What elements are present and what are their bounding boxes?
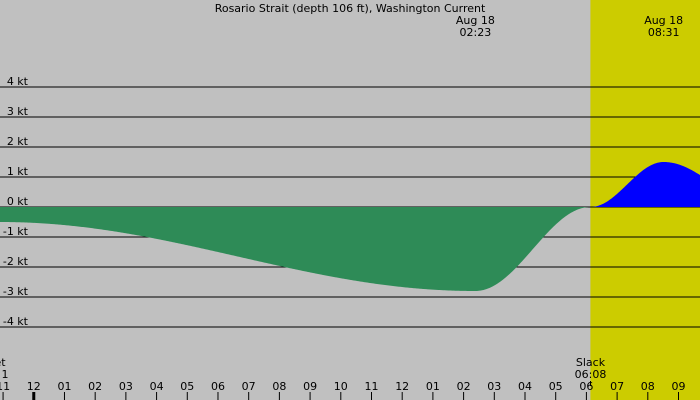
peak-time-label: 08:31	[648, 26, 680, 39]
x-tick-label: 06	[211, 380, 225, 393]
x-tick-label: 11	[364, 380, 378, 393]
peak-date-label: Aug 18	[456, 14, 495, 27]
y-tick-label: -4 kt	[3, 315, 29, 328]
x-tick-label: 01	[426, 380, 440, 393]
x-tick-label: 09	[303, 380, 317, 393]
chart-title: Rosario Strait (depth 106 ft), Washingto…	[215, 2, 486, 15]
peak-time-label: 02:23	[460, 26, 492, 39]
x-tick-label: 03	[119, 380, 133, 393]
x-tick-label: 01	[57, 380, 71, 393]
x-tick-label: 12	[27, 380, 41, 393]
event-time-label: 06:08	[575, 368, 607, 381]
x-tick-label: 08	[272, 380, 286, 393]
x-tick-label: 03	[487, 380, 501, 393]
ebb-current-area	[0, 207, 700, 291]
x-tick-label: 12	[395, 380, 409, 393]
x-tick-label: 02	[457, 380, 471, 393]
y-tick-label: 4 kt	[7, 75, 29, 88]
x-tick-label: 07	[242, 380, 256, 393]
event-time-label: 1	[2, 368, 9, 381]
event-label: Slack	[576, 356, 606, 369]
x-tick-label: 08	[641, 380, 655, 393]
peak-date-label: Aug 18	[644, 14, 683, 27]
event-label: et	[0, 356, 6, 369]
x-tick-label: 07	[610, 380, 624, 393]
x-tick-label: 05	[549, 380, 563, 393]
y-tick-label: 0 kt	[7, 195, 29, 208]
y-tick-label: 2 kt	[7, 135, 29, 148]
x-tick-label: 10	[334, 380, 348, 393]
x-tick-label: 05	[180, 380, 194, 393]
x-tick-label: 09	[672, 380, 686, 393]
y-tick-label: -2 kt	[3, 255, 29, 268]
x-tick-label: 06	[579, 380, 593, 393]
x-tick-label: 11	[0, 380, 10, 393]
y-axis-labels: 4 kt 3 kt 2 kt 1 kt 0 kt -1 kt -2 kt -3 kt -4 kt	[3, 75, 29, 328]
x-tick-label: 04	[518, 380, 532, 393]
x-tick-label: 04	[150, 380, 164, 393]
x-tick-label: 02	[88, 380, 102, 393]
y-tick-label: 1 kt	[7, 165, 29, 178]
y-tick-label: -3 kt	[3, 285, 29, 298]
x-axis: 11 12 01 02 03 04 05 06 07 08 09 10 11 12 01 02 03 04 05 06…	[0, 380, 686, 400]
y-tick-label: 3 kt	[7, 105, 29, 118]
flood-current-area	[0, 162, 700, 207]
event-labels: Slack06:08Slack11:47Mrise13:31Slack17:05…	[0, 356, 607, 386]
y-tick-label: -1 kt	[3, 225, 29, 238]
